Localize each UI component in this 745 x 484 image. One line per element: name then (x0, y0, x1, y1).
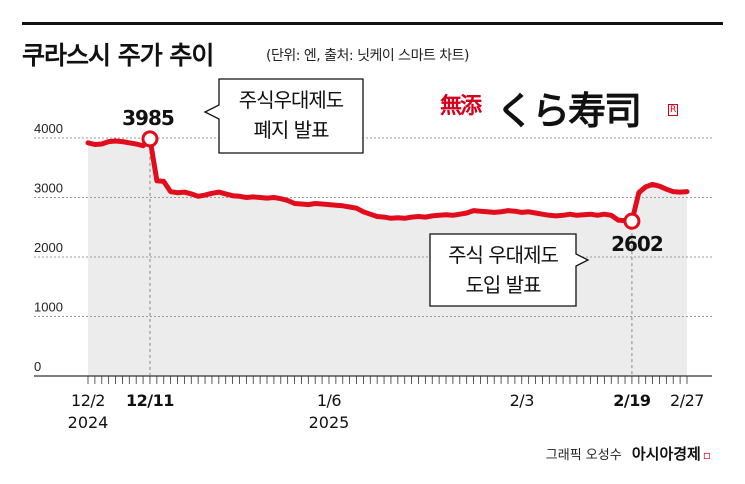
x-tick-label-12/2: 12/2 (71, 391, 105, 410)
point-marker-3985 (141, 130, 159, 148)
logo-registered-mark: R (668, 104, 679, 116)
logo-name: くら寿司 (496, 89, 642, 133)
y-tick-label-1000: 1000 (34, 300, 63, 315)
x-tick-label-2/3: 2/3 (510, 391, 534, 410)
footer-credit: 그래픽 오성수 아시아경제 ▫ (546, 443, 711, 464)
callout-text-introduction-0: 주식 우대제도 (448, 243, 558, 267)
y-tick-label-2000: 2000 (34, 240, 63, 255)
price-line (85, 136, 690, 224)
y-tick-label-4000: 4000 (34, 121, 63, 136)
x-tick-label-2/19: 2/19 (613, 391, 651, 410)
x-tick-label-1/6: 1/6 (317, 391, 342, 410)
x-tick-label-12/11: 12/11 (126, 391, 174, 410)
value-label-2602: 2602 (611, 232, 663, 256)
x-tick-year-2024: 2024 (68, 413, 109, 432)
logo-mutenka: 無添 (440, 94, 482, 119)
y-tick-label-0: 0 (34, 359, 41, 374)
kura-sushi-logo: 無添 くら寿司 R (440, 86, 680, 133)
y-tick-label-3000: 3000 (34, 181, 63, 196)
callout-box-delisting (203, 78, 364, 154)
callout-text-delisting-0: 주식우대제도 (239, 88, 344, 112)
publisher-brand: 아시아경제 (631, 445, 701, 463)
x-tick-year-2025: 2025 (309, 413, 350, 432)
chart-title: 쿠라스시 주가 추이 (22, 41, 214, 70)
x-tick-label-2/27: 2/27 (670, 391, 704, 410)
point-marker-2602 (623, 212, 641, 230)
value-label-3985: 3985 (122, 106, 174, 130)
callout-text-introduction-1: 도입 발표 (466, 273, 542, 297)
chart-subtitle: (단위: 엔, 출처: 닛케이 스마트 차트) (266, 48, 470, 64)
callout-box-introduction (429, 233, 590, 307)
top-rule (22, 22, 723, 25)
graphic-credit: 그래픽 오성수 (545, 448, 622, 463)
brand-mark-icon: ▫ (702, 448, 711, 462)
callout-text-delisting-1: 폐지 발표 (254, 118, 330, 142)
